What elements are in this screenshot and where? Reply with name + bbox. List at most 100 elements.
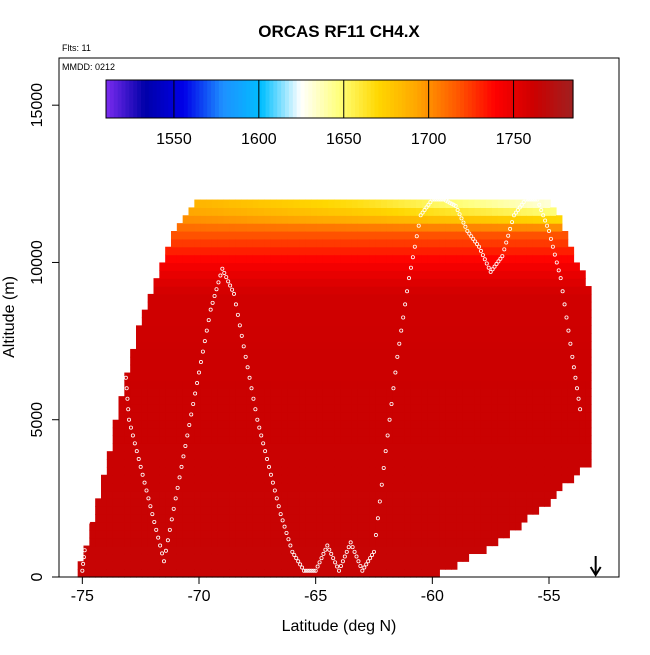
heatmap-cell	[328, 490, 335, 499]
heatmap-cell	[346, 553, 353, 562]
heatmap-cell	[550, 419, 557, 429]
heatmap-cell	[427, 451, 435, 460]
heatmap-cell	[287, 254, 295, 264]
heatmap-cell	[474, 521, 481, 531]
heatmap-cell	[532, 301, 540, 311]
heatmap-cell	[176, 529, 184, 539]
heatmap-cell	[235, 443, 242, 452]
heatmap-cell	[112, 521, 120, 531]
heatmap-cell	[159, 286, 166, 295]
heatmap-cell	[363, 333, 370, 342]
heatmap-cell	[491, 231, 499, 240]
heatmap-cell	[369, 207, 376, 216]
heatmap-cell	[281, 459, 289, 468]
heatmap-cell	[176, 561, 184, 570]
heatmap-cell	[369, 301, 376, 311]
heatmap-cell	[561, 231, 569, 240]
heatmap-cell	[346, 341, 353, 350]
heatmap-cell	[171, 293, 178, 303]
heatmap-cell	[136, 419, 143, 429]
heatmap-cell	[235, 341, 242, 350]
heatmap-cell	[456, 482, 464, 492]
heatmap-cell	[462, 199, 470, 209]
heatmap-cell	[474, 490, 481, 499]
track-point	[315, 564, 320, 569]
colorbar-cell	[569, 80, 574, 118]
heatmap-cell	[188, 529, 195, 539]
heatmap-cell	[404, 380, 411, 389]
heatmap-cell	[334, 411, 341, 421]
track-point	[494, 262, 499, 267]
heatmap-cell	[351, 569, 359, 578]
heatmap-cell	[176, 490, 184, 499]
heatmap-cell	[433, 537, 440, 547]
colorbar-cell	[323, 80, 329, 118]
heatmap-cell	[375, 451, 382, 460]
heatmap-cell	[299, 372, 306, 382]
heatmap-cell	[328, 419, 335, 429]
heatmap-cell	[182, 270, 190, 279]
heatmap-cell	[311, 529, 318, 539]
heatmap-cell	[544, 451, 551, 460]
heatmap-cell	[206, 325, 213, 334]
heatmap-cell	[439, 262, 446, 271]
heatmap-cell	[462, 341, 470, 350]
heatmap-cell	[299, 459, 306, 468]
heatmap-cell	[287, 435, 295, 444]
heatmap-cell	[153, 561, 160, 570]
heatmap-cell	[153, 498, 160, 507]
heatmap-cell	[316, 545, 324, 555]
heatmap-cell	[357, 553, 365, 562]
heatmap-cell	[141, 372, 149, 382]
y-tick-label: 10000	[29, 240, 46, 285]
heatmap-cell	[351, 309, 359, 319]
heatmap-cell	[526, 215, 534, 224]
heatmap-cell	[130, 490, 137, 499]
heatmap-cell	[159, 404, 166, 413]
heatmap-cell	[217, 286, 225, 295]
heatmap-cell	[433, 451, 440, 460]
track-point	[408, 265, 413, 270]
heatmap-cell	[556, 317, 563, 326]
heatmap-cell	[322, 348, 330, 358]
heatmap-cell	[112, 514, 120, 523]
heatmap-cell	[538, 356, 545, 366]
heatmap-cell	[276, 459, 283, 468]
heatmap-cell	[276, 506, 283, 515]
heatmap-cell	[561, 372, 569, 382]
heatmap-cell	[276, 443, 283, 452]
heatmap-cell	[311, 451, 318, 460]
heatmap-cell	[404, 514, 411, 523]
heatmap-cell	[451, 286, 458, 295]
heatmap-cell	[532, 215, 540, 224]
heatmap-cell	[246, 529, 254, 539]
heatmap-cell	[322, 317, 330, 326]
heatmap-cell	[392, 435, 400, 444]
heatmap-cell	[532, 388, 540, 397]
heatmap-cell	[573, 348, 580, 358]
heatmap-cell	[258, 466, 265, 476]
heatmap-cell	[503, 293, 510, 303]
heatmap-cell	[392, 490, 400, 499]
heatmap-cell	[188, 561, 195, 570]
heatmap-cell	[398, 498, 405, 507]
heatmap-cell	[182, 498, 190, 507]
heatmap-cell	[544, 286, 551, 295]
heatmap-cell	[147, 443, 155, 452]
heatmap-cell	[567, 396, 575, 405]
heatmap-cell	[515, 356, 522, 366]
heatmap-cell	[433, 270, 440, 279]
colorbar-cell	[168, 80, 173, 118]
heatmap-cell	[445, 380, 452, 389]
heatmap-cell	[229, 514, 236, 523]
heatmap-cell	[281, 215, 289, 224]
track-point	[432, 197, 437, 202]
heatmap-cell	[567, 380, 575, 389]
heatmap-cell	[188, 388, 195, 397]
heatmap-cell	[182, 482, 190, 492]
heatmap-cell	[252, 333, 260, 342]
heatmap-cell	[369, 396, 376, 405]
heatmap-cell	[398, 435, 405, 444]
heatmap-cell	[346, 309, 353, 319]
heatmap-cell	[281, 474, 289, 484]
